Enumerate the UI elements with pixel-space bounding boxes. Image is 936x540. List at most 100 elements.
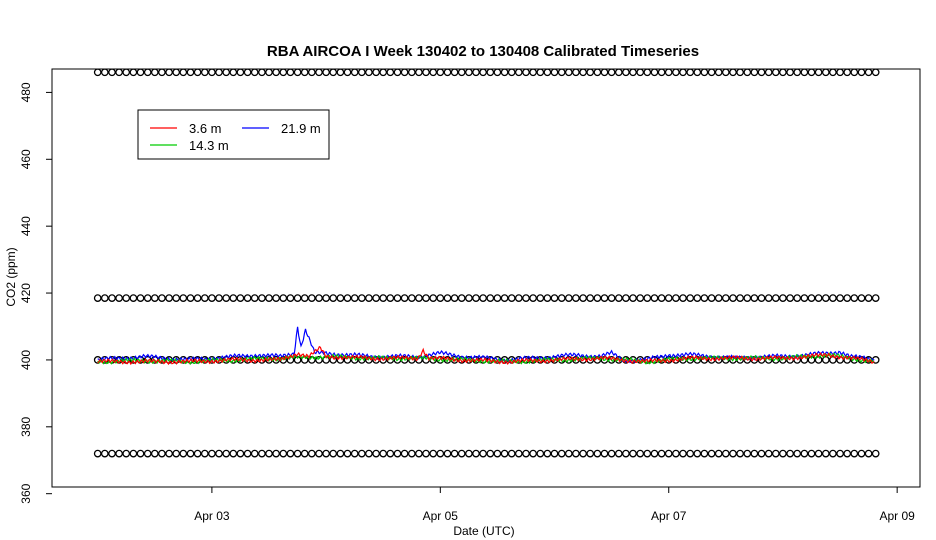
calibration-point xyxy=(821,449,830,458)
calibration-point xyxy=(843,449,852,458)
calibration-point xyxy=(779,294,787,302)
calibration-point xyxy=(522,294,530,302)
calibration-point xyxy=(564,68,573,77)
calibration-point xyxy=(350,449,359,458)
calibration-point xyxy=(793,294,802,302)
calibration-point xyxy=(115,449,123,458)
calibration-point xyxy=(150,68,159,77)
calibration-point xyxy=(108,449,116,458)
calibration-point xyxy=(757,294,766,302)
calibration-point xyxy=(150,449,159,458)
calibration-point xyxy=(507,449,516,458)
calibration-point xyxy=(714,68,723,77)
calibration-point xyxy=(136,68,145,77)
calibration-point xyxy=(821,68,830,77)
calibration-point xyxy=(265,68,273,77)
calibration-point xyxy=(686,294,695,302)
calibration-point xyxy=(850,449,859,458)
legend-entry-label: 14.3 m xyxy=(189,138,229,153)
calibration-point xyxy=(693,68,702,77)
calibration-point xyxy=(100,449,109,458)
calibration-point xyxy=(322,449,330,458)
calibration-point xyxy=(250,449,259,458)
calibration-point xyxy=(800,68,809,77)
calibration-point xyxy=(829,68,837,77)
calibration-point xyxy=(643,68,652,77)
calibration-point xyxy=(136,449,145,458)
calibration-point xyxy=(429,449,438,458)
calibration-point xyxy=(579,294,587,302)
calibration-point xyxy=(415,68,423,77)
calibration-point xyxy=(250,294,259,302)
calibration-point xyxy=(714,449,723,458)
calibration-point xyxy=(522,449,530,458)
calibration-point xyxy=(150,294,159,302)
calibration-point xyxy=(400,294,409,302)
calibration-point xyxy=(586,294,595,302)
calibration-point xyxy=(115,294,123,302)
calibration-point xyxy=(636,294,645,302)
calibration-point xyxy=(300,68,309,77)
calibration-point xyxy=(457,449,466,458)
calibration-point xyxy=(379,294,388,302)
calibration-point xyxy=(129,449,138,458)
calibration-point xyxy=(650,294,659,302)
calibration-point xyxy=(579,68,587,77)
calibration-point xyxy=(843,294,852,302)
calibration-point xyxy=(493,294,502,302)
calibration-point xyxy=(243,68,252,77)
chart-title: RBA AIRCOA I Week 130402 to 130408 Calib… xyxy=(267,43,699,60)
calibration-point xyxy=(572,449,580,458)
calibration-point xyxy=(243,294,252,302)
calibration-point xyxy=(564,294,573,302)
calibration-point xyxy=(186,294,195,302)
y-axis-label: CO2 (ppm) xyxy=(4,247,18,306)
x-axis: Apr 03 Apr 05 Apr 07 Apr 09 xyxy=(194,487,915,523)
calibration-point xyxy=(786,449,794,458)
calibration-point xyxy=(493,449,502,458)
calibration-point xyxy=(465,449,473,458)
calibration-point xyxy=(750,294,759,302)
calibration-point xyxy=(664,449,673,458)
calibration-point xyxy=(779,68,787,77)
calibration-point xyxy=(657,68,666,77)
calibration-point xyxy=(450,449,459,458)
calibration-point xyxy=(457,68,466,77)
legend: 3.6 m 21.9 m 14.3 m xyxy=(137,109,330,160)
calibration-point xyxy=(693,449,702,458)
calibration-point xyxy=(657,449,666,458)
calibration-point xyxy=(272,449,280,458)
calibration-point xyxy=(864,68,873,77)
calibration-point xyxy=(593,294,602,302)
calibration-point xyxy=(614,294,623,302)
series-line-21-9-m xyxy=(97,326,875,364)
calibration-point xyxy=(236,294,245,302)
calibration-point xyxy=(200,68,209,77)
calibration-point xyxy=(329,68,338,77)
calibration-point xyxy=(279,449,288,458)
calibration-point xyxy=(814,294,823,302)
calibration-point xyxy=(393,449,402,458)
y-tick-label: 400 xyxy=(19,350,33,370)
x-tick-label: Apr 07 xyxy=(651,509,687,523)
calibration-point xyxy=(229,449,238,458)
legend-box xyxy=(137,109,330,160)
calibration-point xyxy=(622,449,630,458)
calibration-point xyxy=(272,68,280,77)
calibration-point xyxy=(179,68,188,77)
calibration-point xyxy=(336,68,345,77)
calibration-point xyxy=(236,449,245,458)
calibration-point xyxy=(486,294,495,302)
calibration-point xyxy=(643,449,652,458)
calibration-point xyxy=(372,449,380,458)
calibration-point xyxy=(757,449,766,458)
calibration-point xyxy=(743,449,752,458)
calibration-point xyxy=(479,68,487,77)
calibration-point xyxy=(600,449,609,458)
calibration-point xyxy=(586,68,595,77)
calibration-point xyxy=(172,68,181,77)
calibration-point xyxy=(122,449,131,458)
calibration-point xyxy=(222,294,231,302)
calibration-point xyxy=(721,294,730,302)
